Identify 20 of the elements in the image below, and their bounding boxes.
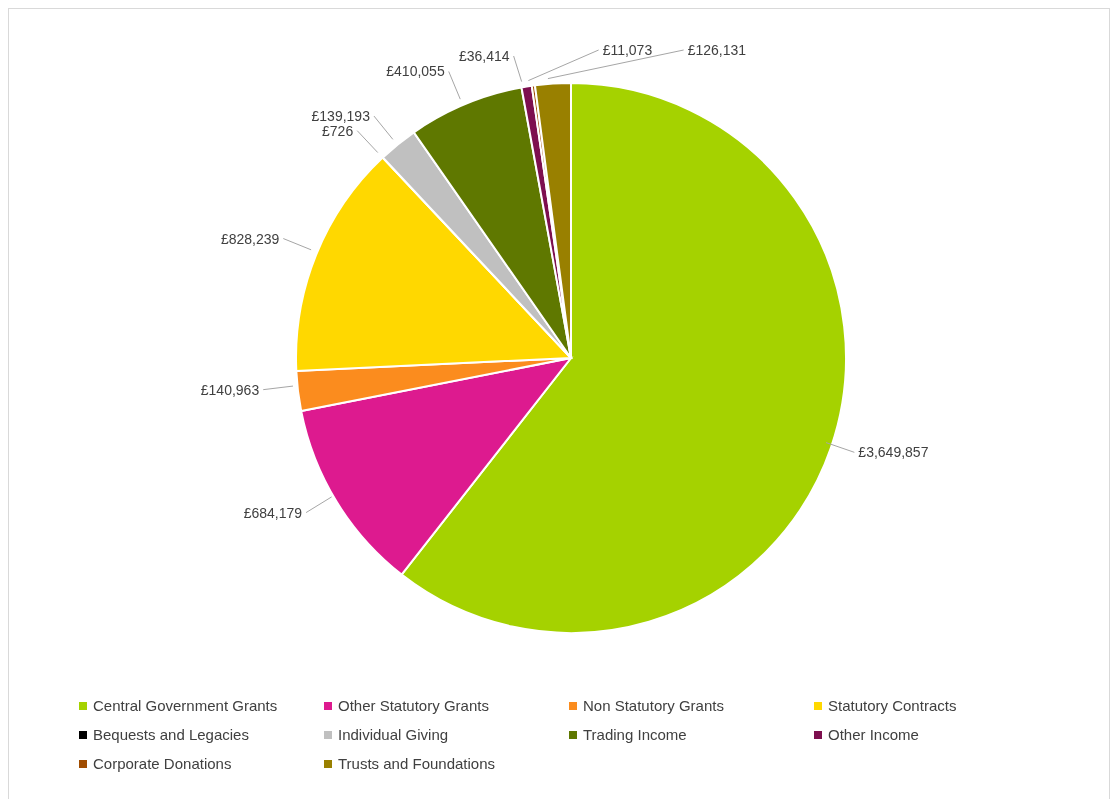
data-label: £11,073	[602, 42, 653, 58]
legend-label: Other Statutory Grants	[338, 697, 489, 714]
legend-label: Central Government Grants	[93, 697, 278, 714]
data-label: £126,131	[687, 42, 747, 58]
data-label: £828,239	[220, 230, 280, 247]
data-label: £139,193	[311, 108, 371, 125]
data-label: £3,649,857	[858, 444, 929, 461]
legend-label: Individual Giving	[338, 726, 449, 743]
data-label: £36,414	[459, 48, 510, 64]
legend-label: Corporate Donations	[93, 755, 232, 772]
legend-label: Non Statutory Grants	[583, 697, 724, 714]
legend-label: Trusts and Foundations	[338, 755, 496, 772]
legend-label: Bequests and Legacies	[93, 726, 249, 743]
data-label: £684,179	[243, 504, 303, 521]
data-label: £726	[322, 122, 354, 139]
legend-label: Other Income	[828, 726, 919, 743]
legend-label: Statutory Contracts	[828, 697, 957, 714]
data-label: £140,963	[200, 381, 260, 398]
legend-label: Trading Income	[583, 726, 687, 743]
data-label: £410,055	[386, 63, 445, 80]
